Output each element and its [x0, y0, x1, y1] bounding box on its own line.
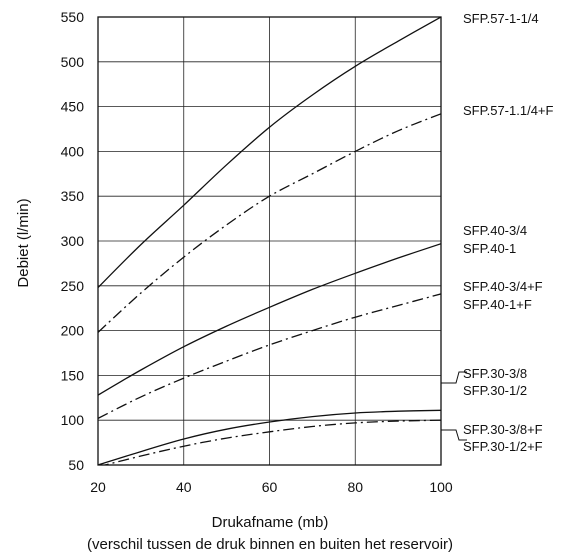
x-tick-label: 20 — [90, 479, 106, 495]
x-tick-label: 80 — [347, 479, 363, 495]
series-label: SFP.40-1 — [463, 241, 516, 256]
y-tick-label: 500 — [61, 54, 85, 70]
series-line — [98, 113, 441, 333]
y-tick-label: 450 — [61, 99, 85, 115]
x-tick-label: 60 — [262, 479, 278, 495]
y-tick-label: 250 — [61, 278, 85, 294]
y-axis-title: Debiet (l/min) — [15, 198, 32, 287]
series-line — [102, 419, 441, 465]
grid — [97, 16, 442, 466]
y-tick-label: 200 — [61, 323, 85, 339]
series-label: SFP.40-1+F — [463, 297, 532, 312]
x-axis-title: Drukafname (mb) — [212, 514, 329, 531]
series-labels: SFP.57-1-1/4 SFP.57-1.1/4+F SFP.40-3/4 SFP.… — [463, 11, 554, 454]
series-line — [98, 243, 441, 396]
y-tick-label: 300 — [61, 233, 85, 249]
series-label: SFP.40-3/4+F — [463, 279, 543, 294]
y-tick-label: 150 — [61, 367, 85, 383]
series-label: SFP.30-3/8+F — [463, 422, 543, 437]
series-label: SFP.30-1/2+F — [463, 439, 543, 454]
label-leaders — [441, 371, 467, 441]
x-tick-label: 40 — [176, 479, 192, 495]
series-lines — [98, 17, 441, 465]
y-tick-label: 550 — [61, 9, 85, 25]
y-tick-label: 350 — [61, 188, 85, 204]
plot-frame — [97, 16, 442, 466]
series-label: SFP.57-1.1/4+F — [463, 103, 554, 118]
series-label: SFP.30-3/8 — [463, 366, 527, 381]
y-tick-labels: 50 100 150 200 250 300 350 400 450 500 550 — [61, 9, 85, 473]
label-leader-line — [441, 429, 467, 441]
x-tick-labels: 20 40 60 80 100 — [90, 479, 453, 495]
y-tick-label: 50 — [68, 457, 84, 473]
y-tick-label: 100 — [61, 412, 85, 428]
series-line — [98, 409, 441, 465]
series-label: SFP.30-1/2 — [463, 383, 527, 398]
series-label: SFP.40-3/4 — [463, 223, 527, 238]
series-line — [98, 17, 441, 289]
x-tick-label: 100 — [429, 479, 453, 495]
y-tick-label: 400 — [61, 143, 85, 159]
series-label: SFP.57-1-1/4 — [463, 11, 539, 26]
label-leader-line — [441, 371, 467, 384]
x-axis-subtitle: (verschil tussen de druk binnen en buite… — [87, 536, 453, 553]
